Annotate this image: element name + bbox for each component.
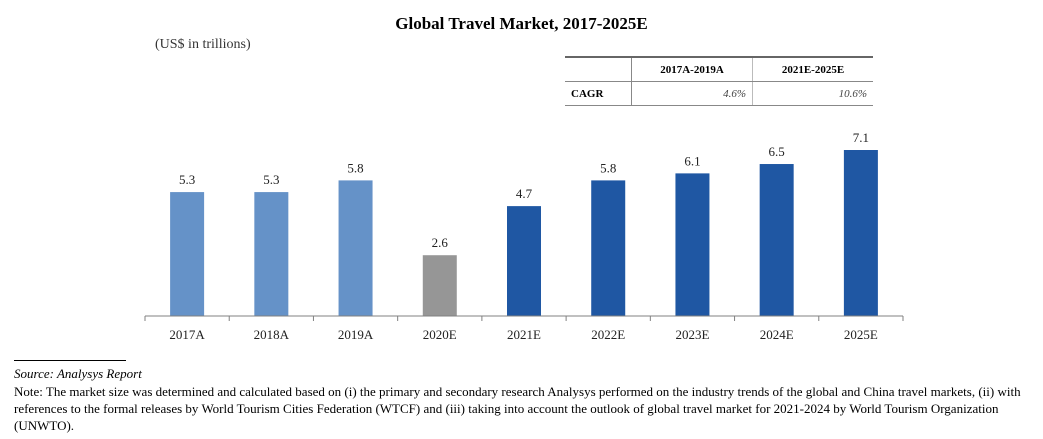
value-label-2022E: 5.8 [600,160,616,175]
value-label-2020E: 2.6 [432,235,449,250]
bar-2018A [254,192,289,316]
value-label-2025E: 7.1 [853,130,869,145]
bar-2024E [759,164,794,316]
cagr-row-label: CAGR [565,81,632,106]
note-text: Note: The market size was determined and… [14,384,1021,433]
bar-2019A [338,180,373,316]
category-label-2017A: 2017A [169,327,205,342]
value-label-2018A: 5.3 [263,172,279,187]
category-label-2019A: 2019A [338,327,374,342]
value-label-2023E: 6.1 [684,153,700,168]
bar-2022E [591,180,626,316]
source-text: Source: Analysys Report [14,366,142,381]
chart-title: Global Travel Market, 2017-2025E [395,14,648,33]
category-label-2025E: 2025E [844,327,878,342]
cagr-value-period-1: 4.6% [631,81,753,106]
footnote-rule [14,360,126,361]
value-label-2019A: 5.8 [347,160,363,175]
category-label-2018A: 2018A [254,327,290,342]
cagr-table-header-row: 2017A-2019A 2021E-2025E [565,56,873,82]
cagr-header-period-2: 2021E-2025E [752,56,873,82]
cagr-value-period-2: 10.6% [752,81,873,106]
category-label-2020E: 2020E [423,327,457,342]
category-label-2022E: 2022E [591,327,625,342]
category-label-2021E: 2021E [507,327,541,342]
cagr-header-period-1: 2017A-2019A [631,56,753,82]
bars-layer [170,150,878,316]
labels-layer: 5.3 2017A 5.3 2018A 5.8 2019A 2.6 2020E 4.7 2021E… [169,130,877,342]
bar-2020E [422,255,457,316]
cagr-table: 2017A-2019A 2021E-2025E CAGR 4.6% 10.6% [565,56,873,106]
value-label-2024E: 6.5 [769,144,785,159]
value-label-2017A: 5.3 [179,172,195,187]
cagr-header-blank [565,56,632,82]
bar-2017A [170,192,205,316]
cagr-table-row: CAGR 4.6% 10.6% [565,81,873,106]
category-label-2023E: 2023E [675,327,709,342]
unit-label: (US$ in trillions) [155,37,251,52]
bar-2021E [507,206,541,316]
x-axis-ticks [144,316,904,321]
bar-2023E [675,173,710,316]
value-label-2021E: 4.7 [516,186,533,201]
bar-2025E [843,150,878,316]
bar-chart: 5.3 2017A 5.3 2018A 5.8 2019A 2.6 2020E 4.7 2021E… [144,130,904,342]
category-label-2024E: 2024E [760,327,794,342]
